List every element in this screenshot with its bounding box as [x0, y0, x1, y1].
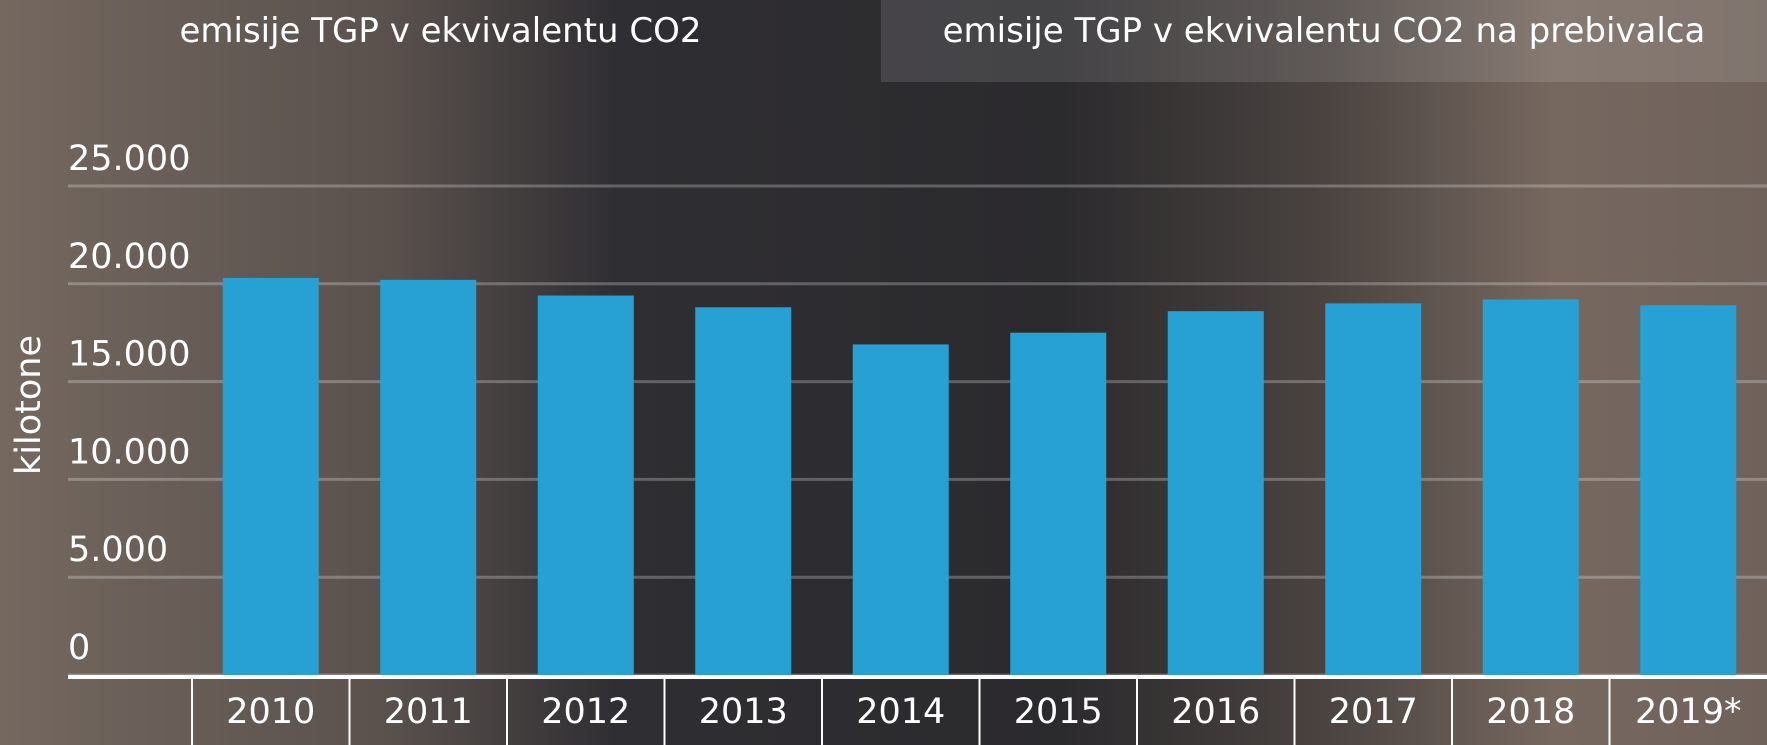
- bar: [380, 280, 476, 675]
- y-tick-label: 0: [68, 628, 90, 668]
- bar: [1010, 333, 1106, 675]
- bar: [853, 344, 949, 675]
- bar: [1640, 305, 1736, 675]
- x-tick-label: 2014: [856, 692, 945, 732]
- x-tick-label: 2015: [1014, 692, 1103, 732]
- bar: [1483, 299, 1579, 675]
- x-tick-label: 2018: [1486, 692, 1575, 732]
- x-tick-label: 2010: [226, 692, 315, 732]
- y-tick-label: 15.000: [68, 335, 190, 375]
- page: emisije TGP v ekvivalentu CO2 emisije TG…: [0, 0, 1767, 745]
- x-tick-label: 2011: [384, 692, 473, 732]
- x-tick-label: 2016: [1171, 692, 1260, 732]
- x-tick-label: 2012: [541, 692, 630, 732]
- x-tick-label: 2013: [699, 692, 788, 732]
- y-tick-label: 25.000: [68, 139, 190, 179]
- bar: [223, 278, 319, 675]
- y-axis-label: kilotone: [9, 335, 49, 475]
- x-tick-label: 2019*: [1635, 692, 1742, 732]
- x-tick-label: 2017: [1329, 692, 1418, 732]
- bar: [538, 296, 634, 675]
- bar: [1168, 311, 1264, 675]
- y-tick-label: 10.000: [68, 432, 190, 472]
- y-tick-label: 5.000: [68, 530, 168, 570]
- bar: [1325, 303, 1421, 675]
- bar: [695, 307, 791, 675]
- chart: kilotone 0 5.000 10.000 15.000 20.000 25.000 2…: [0, 0, 1767, 745]
- y-tick-label: 20.000: [68, 237, 190, 277]
